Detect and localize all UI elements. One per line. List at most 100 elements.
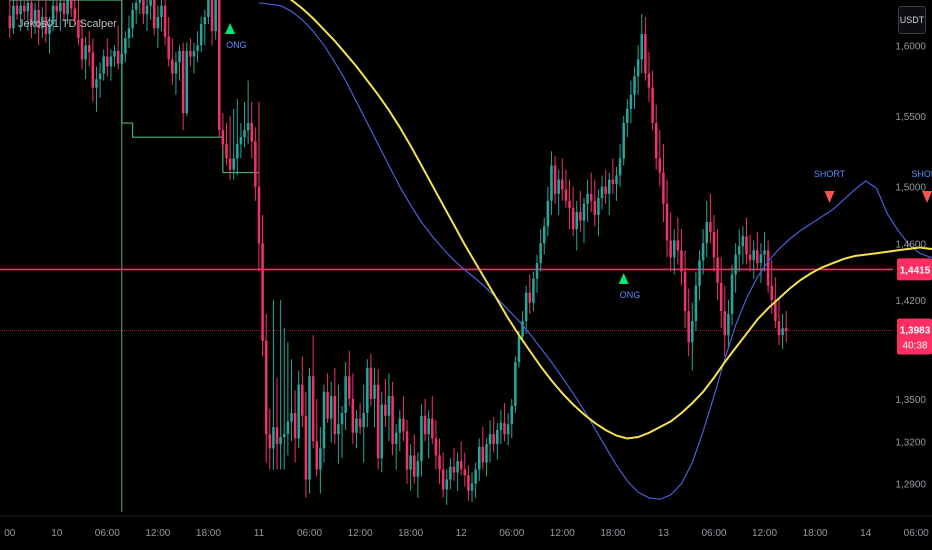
y-tick-label: 1,5000	[895, 183, 926, 194]
candle-body	[55, 5, 59, 12]
candle-body	[550, 165, 553, 201]
candle-body	[80, 38, 84, 60]
candle-body	[409, 455, 412, 470]
candle-body	[225, 144, 228, 159]
candle-body	[452, 466, 456, 473]
candle-body	[134, 2, 138, 10]
ema-slow-line	[289, 0, 932, 440]
candle-body	[441, 469, 445, 490]
candle-body	[766, 250, 770, 286]
candle-body	[459, 461, 463, 470]
candle-body	[712, 231, 716, 258]
y-tick-label: 1,4600	[895, 239, 926, 250]
y-tick-label: 1,2900	[895, 480, 926, 491]
candle-body	[106, 56, 109, 67]
candle-body	[347, 376, 351, 399]
candle-body	[658, 158, 662, 173]
candle-body	[171, 59, 174, 74]
candle-body	[463, 469, 467, 476]
candle-body	[355, 418, 358, 433]
candle-body	[95, 79, 98, 88]
price-tag-2	[897, 318, 932, 355]
candle-body	[311, 376, 315, 442]
candle-body	[8, 15, 12, 29]
x-tick-label: 06:00	[95, 528, 120, 539]
x-tick-label: 00	[4, 528, 16, 539]
candle-body	[763, 250, 766, 255]
candle-body	[178, 50, 181, 63]
x-tick-label: 18:00	[398, 528, 423, 539]
candle-body	[694, 285, 698, 322]
x-tick-label: 06:00	[701, 528, 726, 539]
candle-body	[199, 24, 203, 46]
candle-body	[261, 243, 264, 341]
candle-body	[402, 418, 405, 432]
candle-body	[467, 475, 470, 491]
short-signal-arrow	[824, 191, 835, 203]
candle-body	[77, 19, 80, 39]
candle-body	[19, 5, 22, 15]
candle-body	[322, 391, 326, 449]
y-tick-label: 1,3500	[895, 395, 926, 406]
x-tick-label: 06:00	[297, 528, 322, 539]
candle-body	[196, 45, 199, 51]
candle-body	[774, 299, 777, 322]
candle-body	[131, 9, 134, 29]
candle-body	[622, 123, 625, 159]
short-signal-arrow	[922, 191, 932, 203]
candle-body	[167, 36, 170, 60]
candle-body	[575, 212, 579, 230]
candle-body	[358, 418, 362, 428]
x-tick-label: 18:00	[803, 528, 828, 539]
candle-body	[98, 73, 102, 80]
candle-body	[174, 62, 178, 74]
candle-body	[438, 455, 441, 470]
candle-body	[109, 56, 113, 67]
candle-body	[120, 53, 124, 64]
candle-body	[481, 446, 485, 463]
currency-button[interactable]: USDT	[898, 6, 926, 34]
candle-body	[445, 479, 449, 490]
candle-body	[597, 198, 600, 215]
candle-body	[629, 94, 633, 109]
candle-body	[752, 250, 755, 261]
candle-body	[41, 16, 44, 29]
candle-body	[15, 5, 19, 15]
candle-body	[33, 9, 37, 25]
candle-body	[163, 5, 167, 37]
candle-body	[387, 396, 391, 416]
candle-body	[611, 179, 615, 184]
candle-body	[687, 311, 690, 343]
y-tick-label: 1,4200	[895, 296, 926, 307]
candle-body	[665, 203, 669, 241]
candle-body	[521, 321, 524, 337]
candle-body	[232, 158, 235, 170]
long-signal-arrow	[225, 23, 236, 34]
x-tick-label: 13	[658, 528, 670, 539]
indicator-title[interactable]: Jekos01 TD Scalper	[18, 18, 117, 30]
candle-body	[189, 50, 192, 57]
x-tick-label: 14	[860, 528, 872, 539]
candle-body	[279, 437, 282, 445]
x-tick-label: 18:00	[600, 528, 625, 539]
candle-body	[698, 260, 701, 286]
candle-body	[748, 254, 752, 261]
candle-body	[297, 384, 300, 439]
candle-body	[640, 33, 644, 60]
candle-body	[149, 0, 152, 6]
candle-body	[207, 0, 210, 17]
candle-body	[290, 412, 293, 422]
candle-body	[272, 427, 275, 449]
x-tick-label: 18:00	[196, 528, 221, 539]
x-tick-label: 06:00	[499, 528, 524, 539]
candle-body	[51, 5, 55, 25]
candle-body	[669, 240, 672, 258]
candle-body	[586, 193, 589, 204]
candle-body	[66, 0, 69, 15]
candle-body	[759, 254, 763, 264]
candle-body	[741, 236, 745, 247]
candle-body	[470, 483, 474, 491]
price-tag-1	[897, 258, 932, 281]
candle-body	[510, 405, 514, 425]
